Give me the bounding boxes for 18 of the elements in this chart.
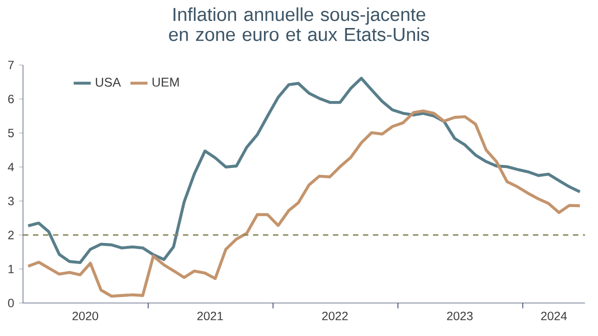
legend-label: USA [96, 78, 121, 87]
y-tick-label: 7 [8, 60, 14, 70]
x-tick-label: 2023 [447, 312, 473, 320]
y-tick-label: 6 [8, 94, 14, 104]
x-tick-label: 2020 [72, 312, 98, 320]
line-series [26, 109, 582, 298]
y-tick-label: 3 [8, 196, 14, 206]
y-tick-label: 4 [8, 162, 14, 172]
chart-title: Inflation annuelle sous-jacente en zone euro et aux Etats-Unis [169, 7, 430, 42]
y-tick-label: 5 [8, 128, 14, 138]
x-tick-label: 2021 [197, 312, 223, 320]
y-tick-label: 1 [8, 264, 14, 274]
legend-label: UEM [152, 78, 179, 87]
line-series [26, 76, 582, 264]
x-tick-label: 2024 [541, 312, 567, 320]
x-tick-label: 2022 [322, 312, 348, 320]
y-tick-label: 0 [8, 298, 14, 308]
y-tick-label: 2 [8, 230, 14, 240]
